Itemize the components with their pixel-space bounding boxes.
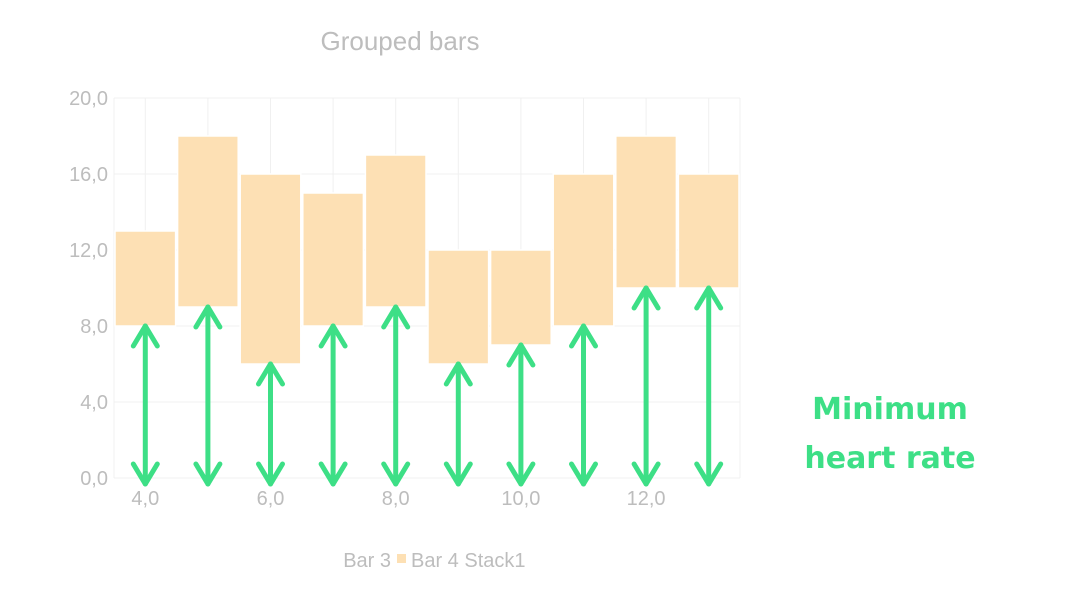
y-tick-label: 0,0 <box>80 468 108 490</box>
y-tick-label: 12,0 <box>69 240 108 262</box>
double-arrow <box>381 304 411 487</box>
y-tick-label: 4,0 <box>80 392 108 414</box>
annotation-line-1: Minimum <box>812 392 968 427</box>
y-tick-label: 16,0 <box>69 164 108 186</box>
x-tick-label: 4,0 <box>131 488 159 510</box>
double-arrow <box>506 342 536 487</box>
double-arrow <box>694 285 724 487</box>
bar[interactable] <box>364 154 427 308</box>
legend[interactable]: Bar 3 Bar 4 Stack1 <box>343 550 525 572</box>
double-arrow <box>569 323 598 487</box>
annotation-arrows <box>130 285 724 487</box>
y-axis-ticks: 0,0 4,0 8,0 12,0 16,0 20,0 <box>69 88 108 490</box>
bar[interactable] <box>176 135 239 308</box>
y-tick-label: 20,0 <box>69 88 108 110</box>
bar[interactable] <box>239 173 302 365</box>
bar[interactable] <box>552 173 615 327</box>
double-arrow <box>631 285 661 487</box>
x-tick-label: 12,0 <box>627 488 666 510</box>
y-tick-label: 8,0 <box>80 316 108 338</box>
double-arrow <box>443 361 473 487</box>
legend-item-bar-3[interactable]: Bar 3 <box>343 550 391 572</box>
x-tick-label: 8,0 <box>382 488 410 510</box>
bar[interactable] <box>427 249 490 365</box>
legend-item-bar-4-stack1[interactable]: Bar 4 Stack1 <box>411 550 526 572</box>
bar[interactable] <box>677 173 740 289</box>
x-tick-label: 10,0 <box>501 488 540 510</box>
double-arrow <box>256 361 285 487</box>
bar[interactable] <box>114 230 177 327</box>
bars <box>114 135 740 365</box>
double-arrow <box>318 323 348 487</box>
chart-title: Grouped bars <box>321 26 480 56</box>
double-arrow <box>130 323 160 487</box>
legend-swatch <box>397 554 406 563</box>
double-arrow <box>193 304 223 487</box>
x-axis-ticks: 4,0 6,0 8,0 10,0 12,0 <box>131 488 665 510</box>
bar[interactable] <box>615 135 678 289</box>
bar[interactable] <box>302 192 365 327</box>
annotation-label: Minimum heart rate <box>804 392 975 476</box>
annotation-line-2: heart rate <box>804 441 975 476</box>
x-tick-label: 6,0 <box>257 488 285 510</box>
bar[interactable] <box>489 249 552 346</box>
